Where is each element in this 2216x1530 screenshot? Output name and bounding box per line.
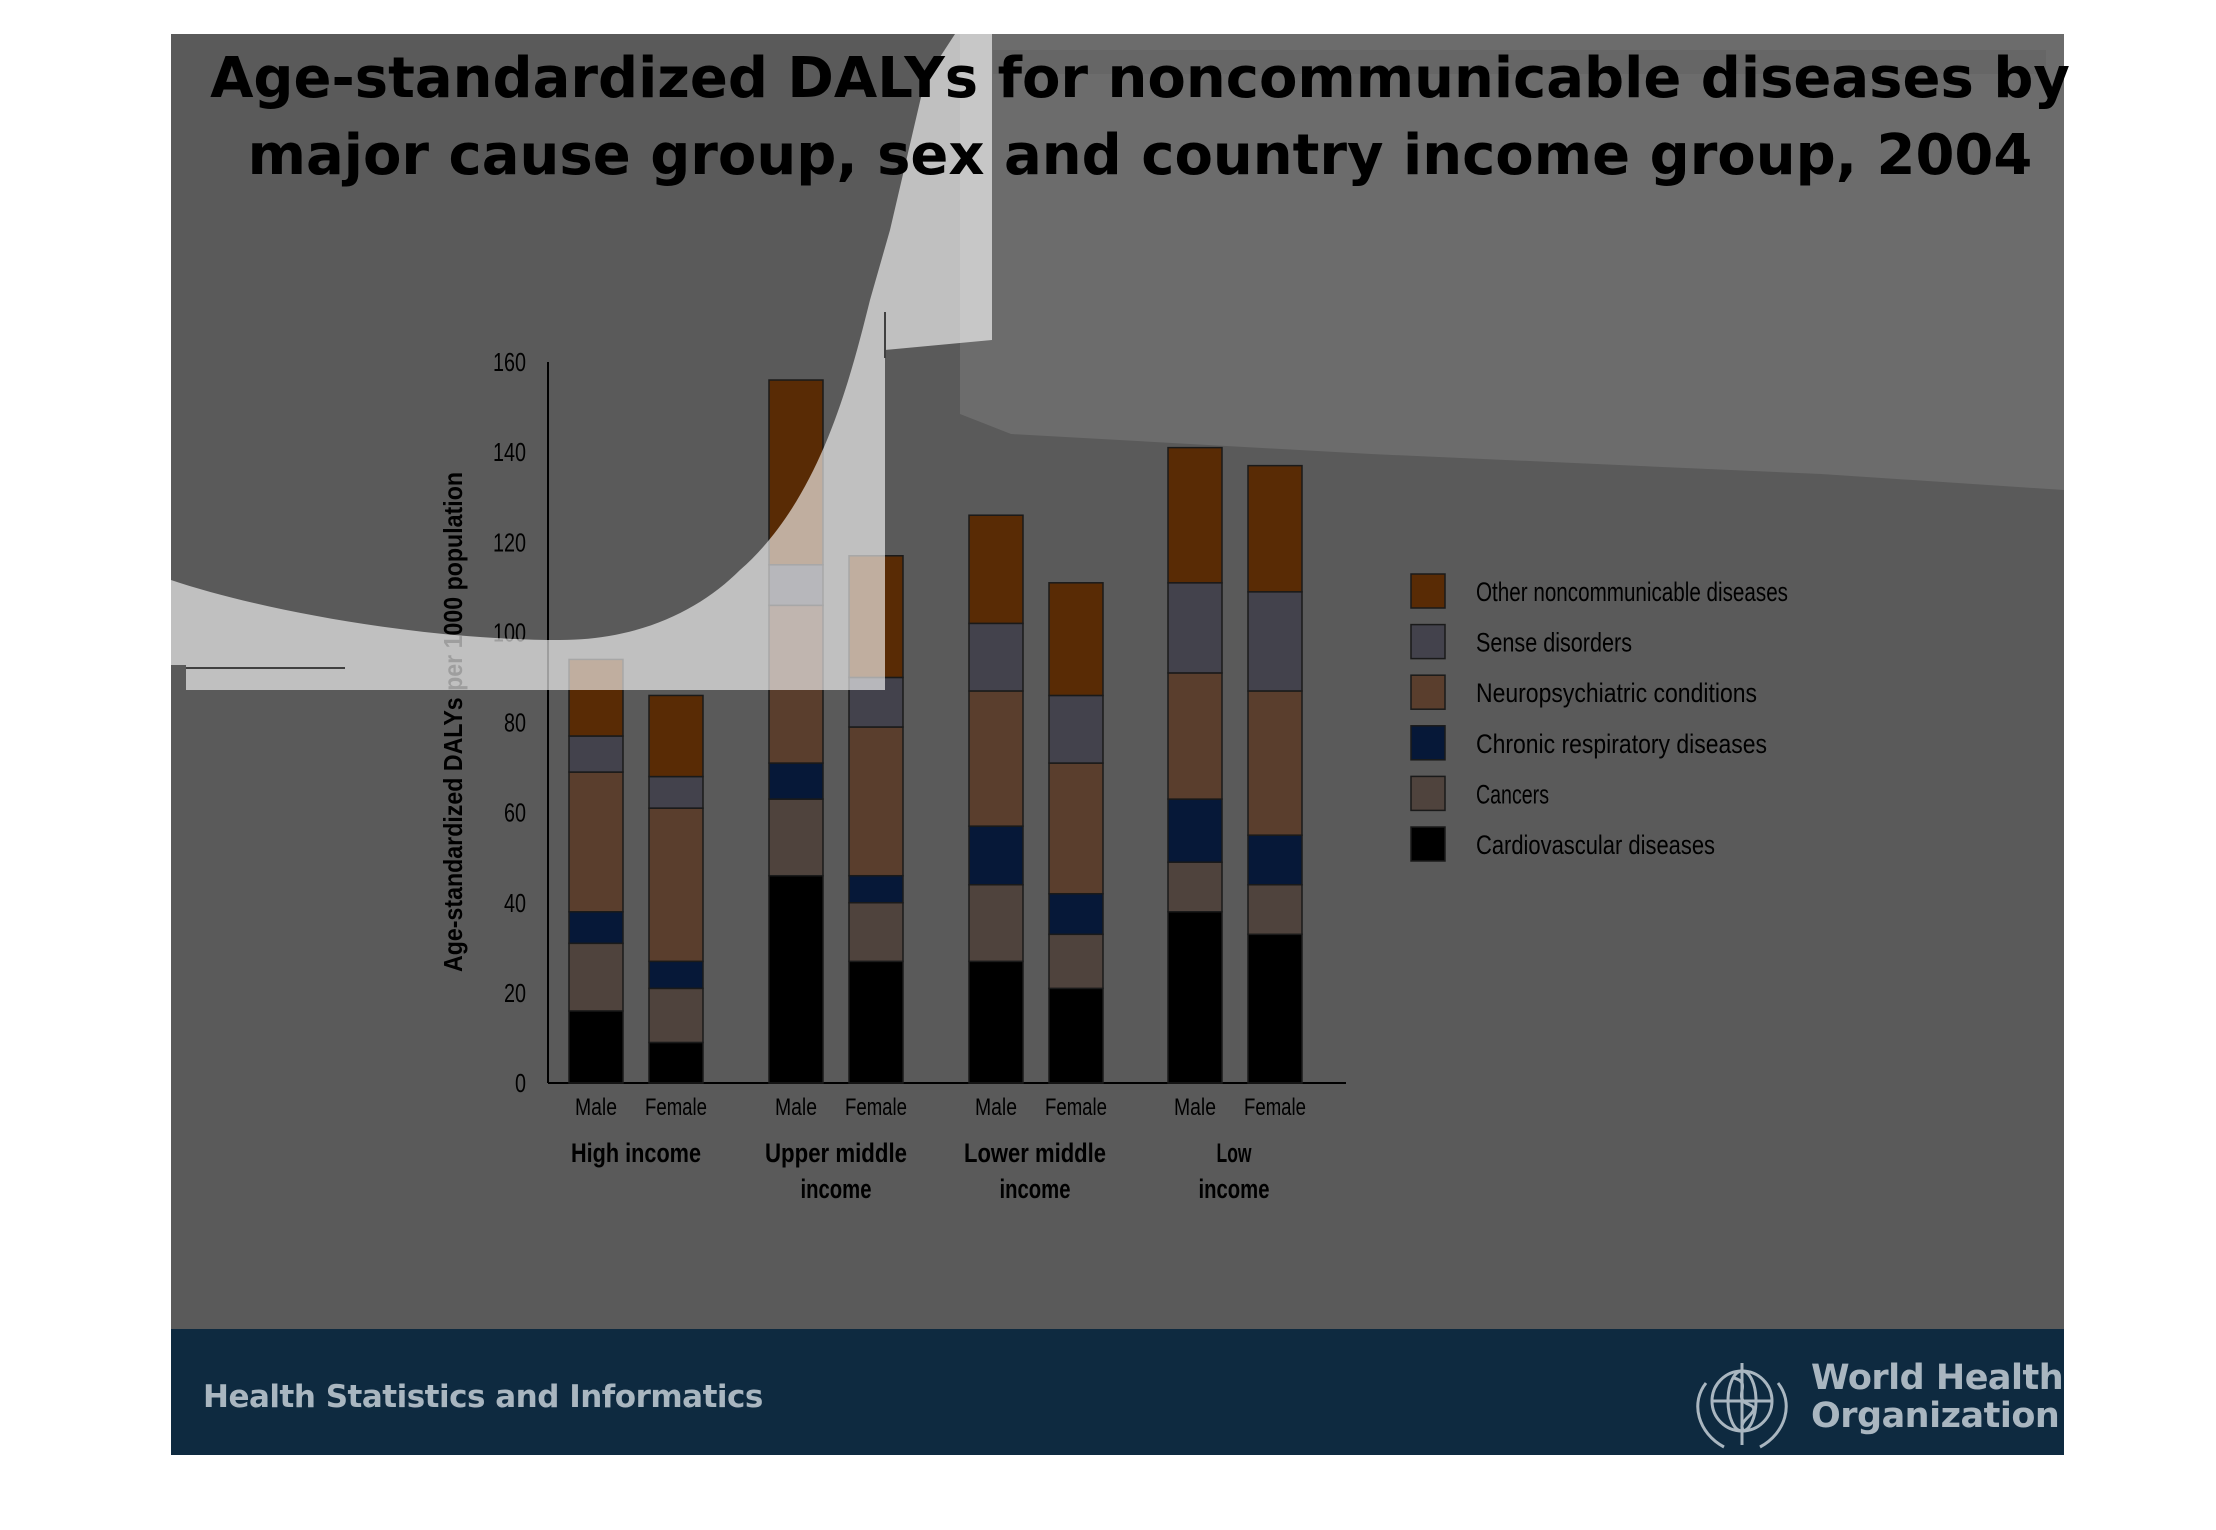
bar-segment: [968, 622, 1024, 692]
bar-segment: [768, 379, 824, 566]
x-tick-label: Female: [645, 1094, 707, 1121]
footer-bar: Health Statistics and Informatics World …: [171, 1329, 2064, 1455]
bar-segment: [1247, 464, 1303, 593]
group-label: income: [1199, 1174, 1270, 1204]
bar-segment: [768, 604, 824, 764]
bar-segment: [1247, 883, 1303, 936]
bar-segment: [1247, 690, 1303, 836]
bar-segment: [1167, 582, 1223, 674]
bar-segment: [968, 690, 1024, 827]
bar-segment: [1048, 762, 1104, 895]
bar-segment: [1247, 933, 1303, 1084]
x-tick-label: Female: [845, 1094, 907, 1121]
y-tick-label: 0: [515, 1068, 526, 1098]
bar-segment: [568, 658, 624, 737]
organization-name-line-2: Organization: [1811, 1396, 2060, 1436]
bar-segment: [568, 1010, 624, 1084]
bar-segment: [1048, 987, 1104, 1084]
legend-entry: Other noncommunicable diseases: [1476, 577, 1788, 607]
group-label: Upper middle: [765, 1138, 907, 1168]
group-label: Lower middle: [964, 1138, 1106, 1168]
y-tick-label: 100: [493, 617, 526, 647]
bar-segment: [648, 960, 704, 990]
legend-entry: Sense disorders: [1476, 628, 1632, 658]
organization-name-line-1: World Health: [1811, 1358, 2064, 1398]
bar-segment: [1167, 798, 1223, 863]
background-decoration: [960, 34, 2064, 490]
who-emblem-icon: [1696, 1363, 1788, 1449]
bar-segment: [648, 807, 704, 963]
y-axis-label: Age-standardized DALYs per 1000 populati…: [438, 472, 468, 972]
x-tick-label: Female: [1244, 1094, 1306, 1121]
x-tick-label: Male: [575, 1094, 617, 1121]
bar-segment: [1048, 582, 1104, 697]
organization-name: World Health Organization: [1811, 1358, 2064, 1436]
slide: Health Statistics and Informatics World …: [171, 34, 2064, 1455]
bar-segment: [648, 775, 704, 809]
group-label: income: [801, 1174, 872, 1204]
bar-segment: [768, 798, 824, 877]
y-tick-label: 60: [504, 798, 526, 828]
bar-segment: [968, 883, 1024, 963]
legend-swatch: [1410, 775, 1446, 812]
legend-swatch: [1410, 826, 1446, 862]
legend-swatch: [1410, 725, 1446, 761]
legend-entry: Neuropsychiatric conditions: [1476, 678, 1757, 708]
bar-segment: [968, 825, 1024, 886]
bar-segment: [848, 676, 904, 728]
bar-segment: [1048, 694, 1104, 764]
bar-segment: [1167, 861, 1223, 913]
bar-segment: [1167, 911, 1223, 1084]
group-label: income: [1000, 1174, 1071, 1204]
bar-segment: [848, 555, 904, 679]
y-tick-label: 80: [504, 708, 526, 738]
legend-entry: Cardiovascular diseases: [1476, 830, 1715, 860]
y-tick-label: 160: [493, 347, 526, 377]
legend-swatch: [1410, 573, 1446, 609]
bar-segment: [648, 987, 704, 1044]
legend-entry: Chronic respiratory diseases: [1476, 729, 1767, 759]
chart-legend: Other noncommunicable diseases Sense diso…: [1410, 573, 1788, 862]
bar-segment: [568, 911, 624, 945]
x-tick-label: Female: [1045, 1094, 1107, 1121]
x-tick-label: Male: [1174, 1094, 1216, 1121]
bar-segment: [648, 1041, 704, 1084]
bar-segment: [568, 771, 624, 913]
legend-swatch: [1410, 674, 1446, 710]
group-label: High income: [571, 1138, 701, 1168]
bar-segment: [568, 735, 624, 773]
legend-swatch: [1410, 623, 1446, 660]
bar-segment: [1167, 672, 1223, 800]
bar-segment: [648, 694, 704, 778]
bar-segment: [968, 960, 1024, 1084]
x-tick-label: Male: [775, 1094, 817, 1121]
group-label: Low: [1217, 1138, 1253, 1168]
bar-segment: [1247, 834, 1303, 886]
bar-segment: [848, 874, 904, 904]
bar-segment: [1247, 591, 1303, 692]
bar-segment: [848, 902, 904, 963]
bar-segment: [848, 726, 904, 877]
y-tick-label: 120: [493, 527, 526, 557]
x-tick-label: Male: [975, 1094, 1017, 1121]
bar-segment: [1048, 892, 1104, 936]
bar-segment: [568, 942, 624, 1012]
chart-bars: [568, 379, 1303, 1084]
y-tick-label: 40: [504, 888, 526, 918]
bar-segment: [768, 762, 824, 800]
legend-entry: Cancers: [1476, 779, 1549, 809]
bar-segment: [848, 960, 904, 1084]
bar-segment: [1167, 446, 1223, 584]
footer-label: Health Statistics and Informatics: [203, 1379, 763, 1415]
y-tick-label: 140: [493, 437, 526, 467]
bar-segment: [968, 514, 1024, 625]
bar-segment: [768, 874, 824, 1084]
y-tick-label: 20: [504, 978, 526, 1008]
bar-segment: [768, 564, 824, 607]
bar-segment: [1048, 933, 1104, 990]
chart-title: Age-standardized DALYs for noncommunicab…: [210, 46, 2070, 188]
